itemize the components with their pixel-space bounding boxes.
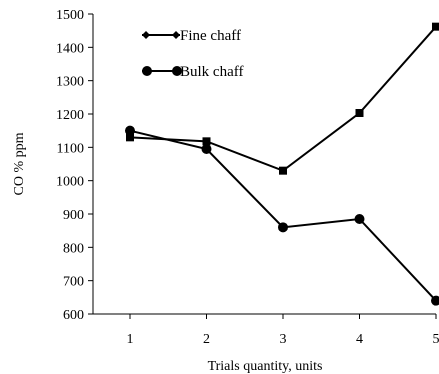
data-point (432, 22, 439, 31)
y-tick-label: 1000 (56, 175, 84, 190)
x-tick-label: 1 (127, 332, 134, 347)
data-point (278, 222, 288, 233)
series-line (129, 26, 437, 172)
legend-item: Fine chaff (142, 28, 241, 44)
series-layer (125, 22, 439, 306)
x-tick-label: 4 (356, 332, 363, 347)
diamond-marker-icon (172, 31, 180, 39)
diamond-marker-icon (142, 31, 150, 39)
data-point (355, 109, 364, 117)
y-tick-label: 800 (63, 241, 84, 256)
y-axis-title: CO % ppm (12, 132, 27, 195)
circle-marker-icon (172, 66, 182, 76)
y-tick-label: 900 (63, 208, 84, 223)
legend-label: Bulk chaff (180, 64, 243, 80)
legend-item: Bulk chaff (142, 64, 243, 80)
y-axis-ticks: 600 700 800 900 1000 1100 1200 1300 1400 1500 (56, 8, 93, 323)
y-tick-label: 1200 (56, 108, 84, 123)
x-axis-title: Trials quantity, units (208, 359, 323, 374)
series-1 (126, 22, 439, 175)
data-point (202, 137, 211, 146)
y-tick-label: 1300 (56, 75, 84, 90)
x-axis-ticks: 1 2 3 4 5 (127, 314, 439, 347)
y-tick-label: 700 (63, 275, 84, 290)
data-point (125, 125, 135, 136)
data-point (201, 144, 212, 154)
circle-marker-icon (142, 66, 152, 76)
x-tick-label: 2 (203, 332, 210, 347)
y-tick-label: 1400 (56, 41, 84, 56)
legend: Fine chaff Bulk chaff (142, 28, 243, 80)
series-line (129, 129, 437, 302)
x-tick-label: 3 (280, 332, 287, 347)
y-tick-label: 1100 (57, 141, 84, 156)
legend-label: Fine chaff (180, 28, 241, 44)
x-tick-label: 5 (433, 332, 439, 347)
series-2 (125, 125, 439, 306)
y-tick-label: 1500 (56, 8, 84, 23)
y-tick-label: 600 (63, 308, 84, 323)
data-point (279, 166, 287, 175)
data-point (431, 295, 439, 306)
data-point (354, 214, 365, 224)
data-point (126, 133, 134, 142)
